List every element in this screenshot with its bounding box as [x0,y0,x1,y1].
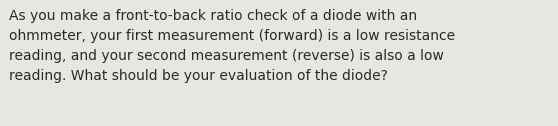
Text: As you make a front-to-back ratio check of a diode with an
ohmmeter, your first : As you make a front-to-back ratio check … [9,9,455,83]
